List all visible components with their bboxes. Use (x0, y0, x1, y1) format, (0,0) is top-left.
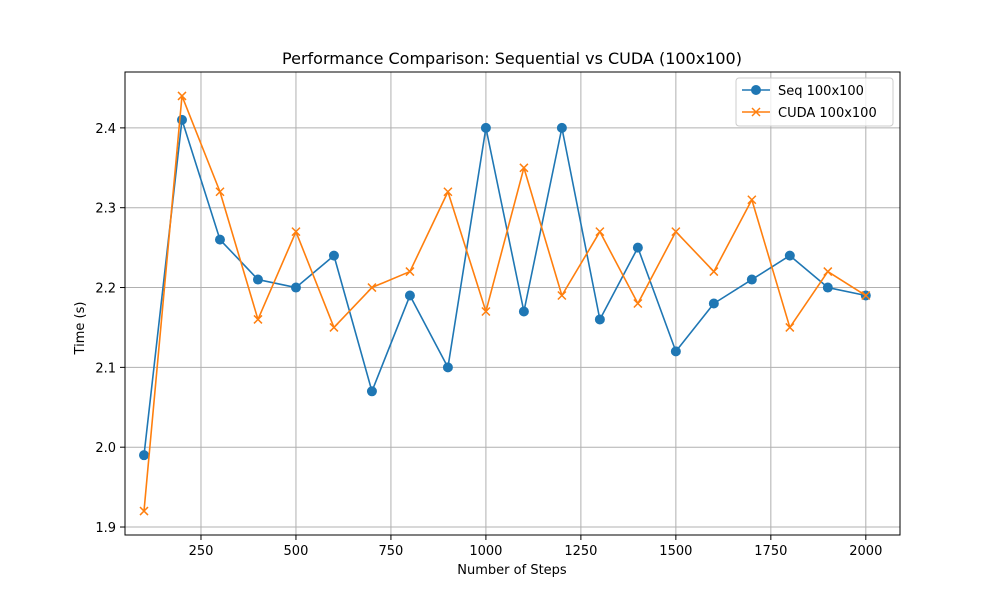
legend-label: CUDA 100x100 (778, 106, 877, 121)
data-point (481, 306, 491, 317)
data-point (480, 122, 491, 133)
x-tick-label: 1750 (754, 544, 787, 559)
data-point (138, 450, 149, 461)
data-point (519, 163, 529, 173)
x-tick-label: 1250 (564, 544, 597, 559)
data-point (861, 290, 871, 301)
legend-box (735, 77, 894, 127)
data-point (746, 274, 757, 285)
data-point (291, 227, 301, 237)
data-point (215, 187, 225, 197)
series-cuda (139, 91, 871, 516)
data-point (366, 386, 377, 397)
data-point (784, 250, 795, 261)
legend-marker (751, 85, 761, 95)
legend-item: Seq 100x100 (742, 84, 864, 99)
y-axis: 1.9 2.0 2.1 2.2 2.3 2.4 (95, 122, 125, 536)
y-tick-label: 2.3 (95, 202, 116, 217)
y-tick-label: 1.9 (95, 521, 116, 536)
data-point (708, 298, 719, 309)
series-line (143, 119, 866, 456)
legend: Seq 100x100 CUDA 100x100 (735, 77, 894, 127)
data-point (594, 314, 605, 325)
series-seq (138, 114, 871, 461)
data-point (823, 267, 833, 277)
y-axis-label: Time (s) (73, 302, 88, 356)
data-point (214, 234, 225, 245)
data-point (747, 195, 757, 205)
y-tick-label: 2.1 (95, 361, 116, 376)
x-tick-label: 1000 (469, 544, 502, 559)
x-axis: 250 500 750 1000 1250 1500 1750 2000 (189, 535, 882, 559)
data-point (328, 250, 339, 261)
x-tick-label: 2000 (849, 544, 882, 559)
data-point (785, 322, 795, 332)
series-line (143, 95, 867, 512)
data-point (518, 306, 529, 317)
data-point (443, 187, 453, 197)
data-point (670, 346, 681, 357)
data-point (556, 122, 567, 133)
x-tick-label: 250 (189, 544, 214, 559)
data-point (632, 242, 643, 253)
data-point (252, 274, 263, 285)
data-point (404, 290, 415, 301)
x-tick-label: 1500 (659, 544, 692, 559)
data-point (290, 282, 301, 293)
x-axis-label: Number of Steps (457, 563, 567, 578)
legend-marker (751, 107, 761, 117)
data-point (709, 267, 719, 277)
data-point (177, 91, 187, 101)
data-point (633, 298, 643, 309)
x-tick-label: 500 (284, 544, 309, 559)
legend-item: CUDA 100x100 (742, 106, 877, 121)
data-point (557, 290, 567, 301)
data-point (329, 322, 339, 332)
series-layer (138, 91, 871, 516)
data-point (405, 267, 415, 277)
y-tick-label: 2.0 (95, 441, 116, 456)
chart-title: Performance Comparison: Sequential vs CU… (282, 49, 742, 68)
data-point (822, 282, 833, 293)
data-point (367, 283, 377, 293)
legend-label: Seq 100x100 (778, 84, 864, 99)
grid (125, 72, 900, 535)
y-tick-label: 2.2 (95, 282, 116, 297)
data-point (595, 227, 605, 237)
data-point (442, 362, 453, 373)
plot-frame (124, 71, 901, 536)
data-point (139, 506, 149, 516)
x-tick-label: 750 (379, 544, 404, 559)
y-tick-label: 2.4 (95, 122, 116, 137)
data-point (671, 227, 681, 237)
data-point (253, 314, 263, 324)
